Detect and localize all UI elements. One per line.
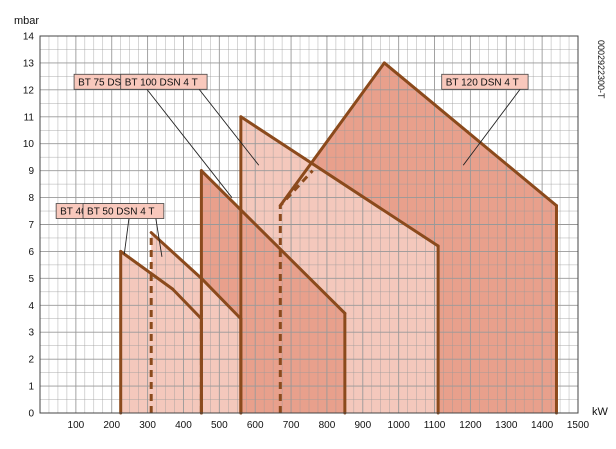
x-tick-label: 1000 [388,420,411,431]
leader-bt-100-dsn-4-t [198,89,260,166]
x-tick-label: 600 [247,420,264,431]
x-axis-label: kW [592,406,609,418]
y-tick-label: 5 [28,274,34,285]
x-tick-label: 900 [354,420,371,431]
leader-bt-50-dsn-4-t [155,218,163,257]
y-tick-label: 8 [28,193,34,204]
y-tick-label: 7 [28,220,34,231]
dashed-bt-120-dsn-4-t [278,169,314,413]
outline-bt-40-dsn-4-t [171,287,203,321]
x-tick-label: 1500 [567,420,590,431]
y-tick-label: 12 [23,85,35,96]
label-box-bt-50-dsn-4-t [82,203,165,219]
label-bt-100-dsn-4-t: BT 100 DSN 4 T [125,77,198,88]
x-tick-label: 1200 [459,420,482,431]
outline-bt-100-dsn-4-t [239,115,440,248]
y-tick-label: 9 [28,166,34,177]
y-axis-label: mbar [14,15,39,27]
outline-bt-75-dsn-4-t [199,169,347,315]
y-tick-label: 1 [28,382,34,393]
document-code: 0002922300-T [596,40,606,99]
label-bt-75-dsn-4-t: BT 75 DSN 4 T [78,77,145,88]
outline-bt-40-dsn-4-t [119,249,175,291]
leader-bt-75-dsn-4-t [146,89,233,198]
x-tick-label: 1300 [495,420,518,431]
y-tick-label: 2 [28,355,34,366]
y-tick-label: 0 [28,409,34,420]
y-tick-label: 3 [28,328,34,339]
outline-bt-50-dsn-4-t [199,276,243,321]
y-tick-label: 4 [28,301,34,312]
x-tick-label: 800 [319,420,336,431]
x-tick-label: 1100 [424,420,446,431]
label-bt-50-dsn-4-t: BT 50 DSN 4 T [87,207,154,218]
x-tick-label: 700 [283,420,300,431]
y-tick-label: 6 [28,247,34,258]
x-tick-label: 400 [175,420,192,431]
label-box-bt-120-dsn-4-t [441,73,529,90]
x-tick-label: 500 [211,420,228,431]
outline-bt-120-dsn-4-t [382,61,558,208]
x-tick-label: 100 [68,420,85,431]
leader-bt-40-dsn-4-t [123,218,130,255]
label-box-bt-100-dsn-4-t [120,73,208,90]
x-tick-label: 300 [139,420,156,431]
y-tick-label: 14 [23,32,35,43]
plot-frame [39,35,579,414]
y-tick-label: 13 [23,58,35,69]
label-bt-120-dsn-4-t: BT 120 DSN 4 T [446,77,519,88]
leader-bt-120-dsn-4-t [462,89,521,166]
x-tick-label: 1400 [531,420,554,431]
y-tick-label: 11 [24,112,35,123]
y-tick-label: 10 [23,139,35,150]
outline-bt-120-dsn-4-t [278,61,386,208]
x-tick-label: 200 [103,420,120,431]
